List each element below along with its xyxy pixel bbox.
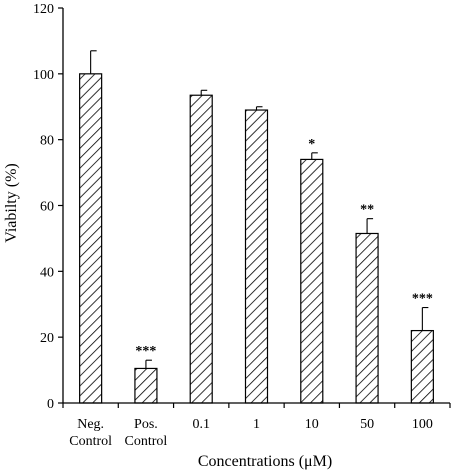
significance-label-1: *** (135, 344, 156, 359)
x-tick-label-4: 10 (305, 417, 319, 432)
bar-1 (134, 367, 158, 404)
y-tick-label-80: 80 (40, 134, 54, 149)
y-tick-label-120: 120 (33, 2, 54, 17)
x-tick-label-1-0: Pos. (134, 417, 158, 432)
x-tick-label-0-0: Neg. (77, 417, 104, 432)
y-tick-label-100: 100 (33, 68, 54, 83)
significance-label-6: *** (412, 292, 433, 307)
axes-layer: Neg. Control Pos. Control 0.1 1 10 50 100 0 20 40 60… (33, 2, 451, 449)
x-tick-label-1-1: Control (125, 434, 168, 449)
x-tick-label-5: 50 (360, 417, 374, 432)
y-tick-label-60: 60 (40, 200, 54, 215)
bar-2 (189, 94, 213, 404)
y-tick-label-20: 20 (40, 331, 54, 346)
y-tick-label-40: 40 (40, 265, 54, 280)
y-axis-title: Viabilty (%) (3, 163, 20, 242)
x-tick-label-3: 1 (253, 417, 260, 432)
bars-layer: ********* (79, 50, 434, 404)
bar-3 (244, 109, 269, 404)
x-tick-label-2: 0.1 (192, 417, 210, 432)
bar-4 (300, 158, 324, 404)
x-tick-label-0-1: Control (69, 434, 112, 449)
x-tick-label-6: 100 (412, 417, 433, 432)
x-axis-title: Concentrations (μM) (198, 453, 332, 470)
bar-6 (410, 329, 434, 404)
significance-label-4: * (308, 137, 315, 152)
bar-0 (79, 73, 103, 404)
y-tick-label-0: 0 (47, 397, 54, 412)
significance-label-5: ** (360, 203, 374, 218)
bar-5 (355, 232, 379, 404)
